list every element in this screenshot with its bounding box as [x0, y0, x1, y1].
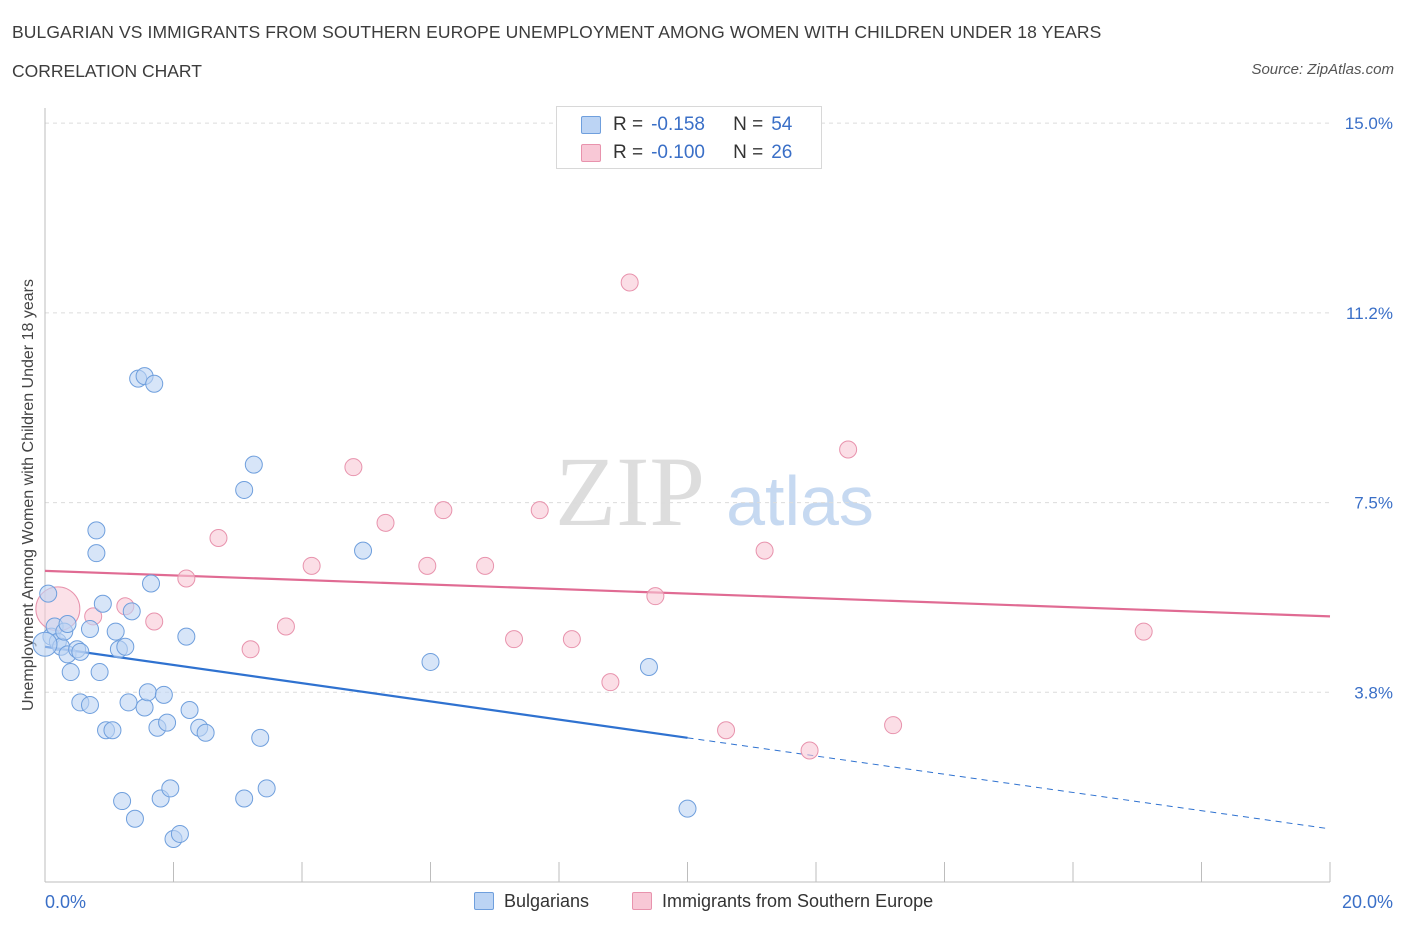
bottom-legend-immigrants: Immigrants from Southern Europe: [632, 889, 933, 913]
legend-r-value: -0.158: [651, 114, 705, 135]
bottom-legend-swatch-pink: [632, 892, 652, 910]
watermark-atlas: atlas: [726, 462, 874, 540]
y-tick-label: 15.0%: [1345, 114, 1393, 133]
point-bulgarians: [71, 642, 90, 661]
point-bulgarians: [235, 789, 254, 808]
legend-n-value: 54: [771, 114, 793, 135]
legend-n-label: N =: [733, 114, 764, 135]
point-bulgarians: [80, 695, 99, 714]
x-tick-label-max: 20.0%: [1342, 892, 1393, 912]
point-bulgarians: [32, 631, 58, 657]
legend-r-value: -0.100: [651, 142, 705, 163]
point-bulgarians: [170, 824, 189, 843]
point-immigrants: [145, 612, 164, 631]
point-immigrants: [1134, 622, 1153, 641]
point-immigrants: [376, 513, 395, 532]
point-bulgarians: [93, 594, 112, 613]
point-immigrants: [418, 556, 437, 575]
y-tick-label: 7.5%: [1354, 494, 1393, 513]
point-immigrants: [209, 529, 228, 547]
bottom-legend-label: Bulgarians: [504, 890, 590, 911]
legend-n-label: N =: [733, 142, 764, 163]
point-bulgarians: [119, 693, 138, 712]
point-bulgarians: [87, 544, 106, 563]
watermark-zip: ZIP: [555, 436, 705, 547]
point-immigrants: [620, 273, 639, 292]
legend-row-immigrants: R = -0.100 N = 26: [581, 142, 792, 164]
correlation-legend: R = -0.158 N = 54 R = -0.100 N = 26: [556, 106, 822, 169]
point-immigrants: [276, 617, 295, 636]
point-immigrants: [434, 501, 453, 520]
point-bulgarians: [135, 698, 154, 717]
point-immigrants: [476, 556, 495, 575]
y-tick-label: 11.2%: [1346, 304, 1393, 323]
trend-line-immigrants: [44, 569, 1331, 618]
point-bulgarians: [244, 455, 263, 474]
point-bulgarians: [61, 663, 80, 682]
point-bulgarians: [90, 663, 109, 682]
point-immigrants: [562, 630, 581, 649]
point-bulgarians: [154, 685, 173, 704]
point-immigrants: [302, 556, 321, 575]
point-bulgarians: [251, 728, 270, 747]
point-bulgarians: [678, 799, 697, 818]
point-bulgarians: [138, 683, 157, 702]
point-immigrants: [344, 458, 363, 477]
source-credit: Source: ZipAtlas.com: [1251, 61, 1394, 78]
bottom-legend-swatch-blue: [474, 892, 494, 910]
point-bulgarians: [161, 779, 180, 798]
point-immigrants: [241, 640, 260, 659]
point-immigrants: [646, 587, 665, 606]
point-bulgarians: [125, 809, 144, 828]
point-bulgarians: [80, 620, 99, 639]
bottom-legend-label: Immigrants from Southern Europe: [662, 890, 934, 911]
trend-line-bulgarians-extension: [687, 737, 1331, 830]
x-tick-label-min: 0.0%: [45, 892, 86, 912]
trend-line-bulgarians: [44, 645, 688, 739]
point-bulgarians: [39, 584, 58, 603]
y-tick-label: 3.8%: [1354, 683, 1393, 702]
point-immigrants: [530, 501, 549, 520]
point-bulgarians: [103, 721, 122, 740]
legend-r-label: R =: [613, 114, 644, 135]
point-bulgarians: [354, 541, 373, 560]
point-bulgarians: [58, 615, 77, 633]
legend-r-label: R =: [613, 142, 644, 163]
point-bulgarians: [106, 622, 125, 641]
point-immigrants: [601, 673, 620, 692]
point-bulgarians: [116, 637, 135, 656]
point-bulgarians: [145, 374, 164, 393]
chart-subtitle: CORRELATION CHART: [12, 61, 202, 81]
point-bulgarians: [235, 480, 254, 499]
point-bulgarians: [122, 602, 141, 621]
legend-swatch-pink: [581, 144, 601, 162]
chart-title: BULGARIAN VS IMMIGRANTS FROM SOUTHERN EU…: [12, 22, 1102, 42]
point-immigrants: [884, 716, 903, 735]
point-immigrants: [505, 630, 524, 649]
legend-n-value: 26: [771, 142, 793, 163]
point-bulgarians: [421, 652, 440, 671]
point-bulgarians: [177, 627, 196, 646]
point-immigrants: [755, 541, 774, 560]
point-immigrants: [839, 440, 858, 459]
bottom-legend-bulgarians: Bulgarians: [474, 889, 589, 913]
point-immigrants: [717, 721, 736, 740]
point-bulgarians: [142, 574, 161, 593]
legend-row-bulgarians: R = -0.158 N = 54: [581, 114, 792, 136]
point-immigrants: [800, 741, 819, 760]
point-bulgarians: [87, 521, 106, 540]
point-bulgarians: [196, 723, 215, 742]
legend-swatch-blue: [581, 116, 601, 134]
point-bulgarians: [257, 779, 276, 798]
point-immigrants: [177, 569, 196, 588]
point-bulgarians: [639, 658, 658, 676]
point-bulgarians: [113, 792, 132, 811]
point-bulgarians: [180, 701, 199, 719]
point-bulgarians: [158, 713, 177, 732]
